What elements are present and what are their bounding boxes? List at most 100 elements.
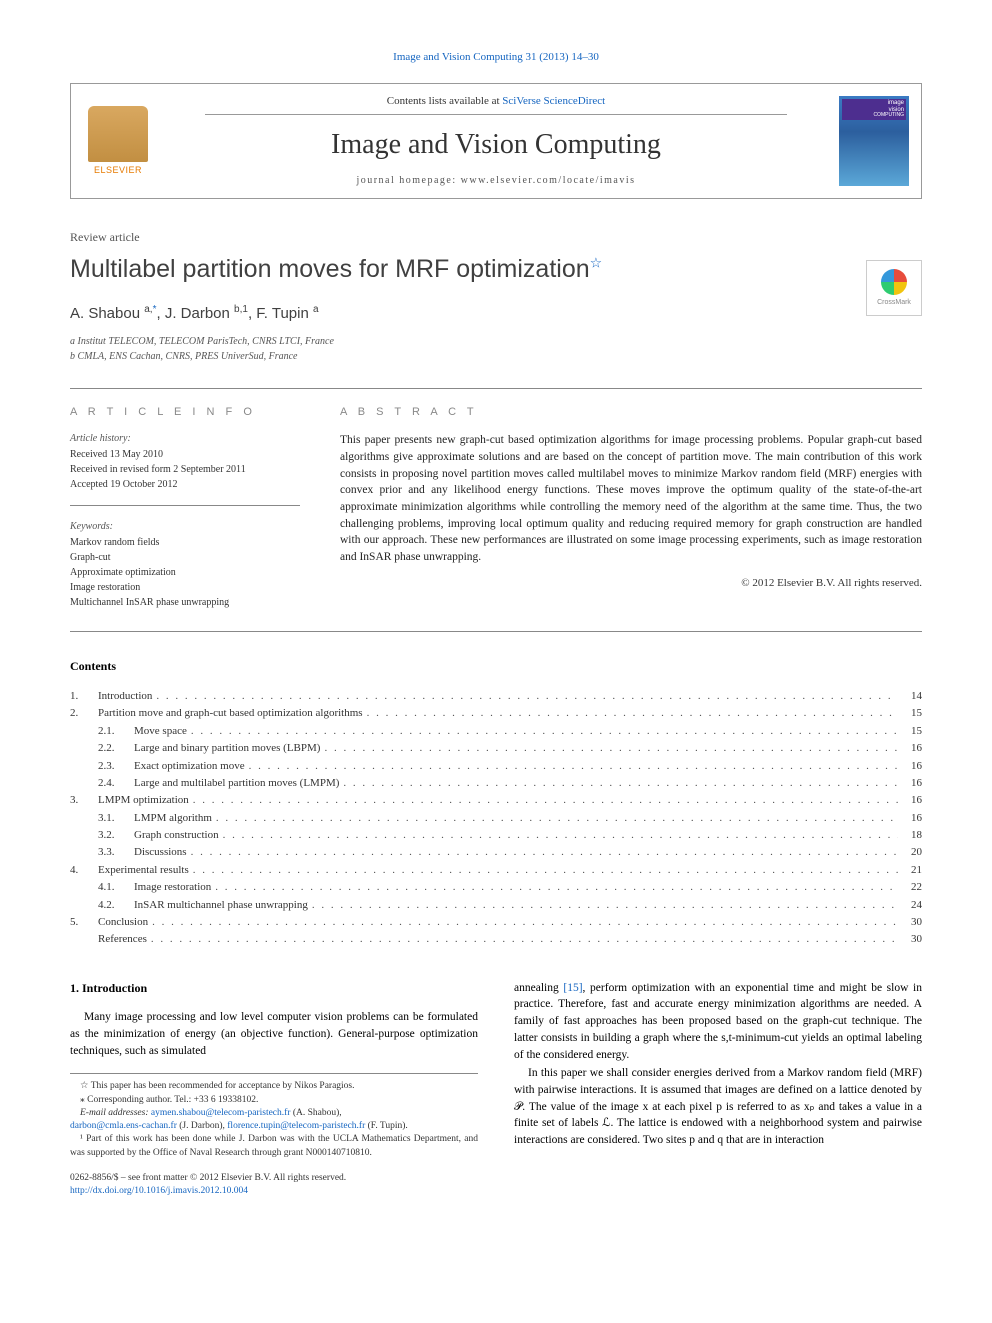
toc-row[interactable]: 2.2.Large and binary partition moves (LB… xyxy=(70,741,922,756)
crossmark-badge[interactable]: CrossMark xyxy=(866,260,922,316)
footnote-star: ☆ This paper has been recommended for ac… xyxy=(70,1080,478,1093)
toc-dots xyxy=(187,724,898,739)
keywords-block: Keywords: Markov random fields Graph-cut… xyxy=(70,520,300,610)
toc-num: 3. xyxy=(70,793,98,808)
toc-row[interactable]: 2.1.Move space15 xyxy=(70,724,922,739)
toc-row[interactable]: 3.1.LMPM algorithm16 xyxy=(70,811,922,826)
toc-dots xyxy=(187,845,898,860)
toc-dots xyxy=(211,880,898,895)
divider-mid xyxy=(70,631,922,632)
toc-dots xyxy=(189,793,898,808)
toc-label: Partition move and graph-cut based optim… xyxy=(98,706,363,721)
article-title-text: Multilabel partition moves for MRF optim… xyxy=(70,255,590,283)
toc-label: InSAR multichannel phase unwrapping xyxy=(134,898,308,913)
keyword-2: Approximate optimization xyxy=(70,566,300,580)
toc-row[interactable]: 3.LMPM optimization16 xyxy=(70,793,922,808)
toc-label: Graph construction xyxy=(134,828,219,843)
history-label: Article history: xyxy=(70,432,300,446)
email-link-3[interactable]: florence.tupin@telecom-paristech.fr xyxy=(227,1121,365,1131)
toc-label: References xyxy=(98,932,147,947)
toc-label: Exact optimization move xyxy=(134,759,245,774)
article-type: Review article xyxy=(70,229,922,246)
doi-link[interactable]: http://dx.doi.org/10.1016/j.imavis.2012.… xyxy=(70,1186,248,1196)
author-2: , J. Darbon xyxy=(156,305,234,322)
page: Image and Vision Computing 31 (2013) 14–… xyxy=(0,0,992,1239)
toc-row[interactable]: 1.Introduction14 xyxy=(70,689,922,704)
article-title: Multilabel partition moves for MRF optim… xyxy=(70,252,922,287)
toc-row[interactable]: 4.1.Image restoration22 xyxy=(70,880,922,895)
contents-available: Contents lists available at SciVerse Sci… xyxy=(165,94,827,109)
toc-num: 2.3. xyxy=(98,759,134,774)
toc-label: Large and binary partition moves (LBPM) xyxy=(134,741,320,756)
toc-num: 1. xyxy=(70,689,98,704)
toc-row[interactable]: 3.2.Graph construction18 xyxy=(70,828,922,843)
toc-num: 3.3. xyxy=(98,845,134,860)
sciencedirect-link[interactable]: SciVerse ScienceDirect xyxy=(502,95,605,107)
homepage-prefix: journal homepage: xyxy=(356,175,460,186)
toc-row[interactable]: 2.3.Exact optimization move 16 xyxy=(70,759,922,774)
journal-homepage: journal homepage: www.elsevier.com/locat… xyxy=(165,174,827,188)
toc-row[interactable]: 3.3.Discussions 20 xyxy=(70,845,922,860)
toc-dots xyxy=(212,811,898,826)
toc-row[interactable]: References30 xyxy=(70,932,922,947)
toc-dots xyxy=(219,828,898,843)
crossmark-icon xyxy=(881,269,907,295)
author-1-aff: a, xyxy=(144,304,152,315)
table-of-contents: 1.Introduction14 2.Partition move and gra… xyxy=(70,689,922,948)
email-link-1[interactable]: aymen.shabou@telecom-paristech.fr xyxy=(151,1108,291,1118)
intro-para-1: Many image processing and low level comp… xyxy=(70,1009,478,1059)
email-link-2[interactable]: darbon@cmla.ens-cachan.fr xyxy=(70,1121,177,1131)
elsevier-tree-icon xyxy=(88,106,148,162)
toc-dots xyxy=(363,706,898,721)
toc-page: 16 xyxy=(898,793,922,808)
toc-page: 16 xyxy=(898,741,922,756)
history-accepted: Accepted 19 October 2012 xyxy=(70,478,300,492)
abstract: A B S T R A C T This paper presents new … xyxy=(340,405,922,611)
contents-prefix: Contents lists available at xyxy=(387,95,502,107)
article-history-block: Article history: Received 13 May 2010 Re… xyxy=(70,432,300,506)
toc-page: 20 xyxy=(898,845,922,860)
journal-header-box: ELSEVIER Contents lists available at Sci… xyxy=(70,83,922,199)
toc-num: 2. xyxy=(70,706,98,721)
journal-reference: Image and Vision Computing 31 (2013) 14–… xyxy=(70,50,922,65)
toc-page: 16 xyxy=(898,759,922,774)
keywords-label: Keywords: xyxy=(70,520,300,534)
toc-row[interactable]: 4.Experimental results21 xyxy=(70,863,922,878)
info-abstract-row: A R T I C L E I N F O Article history: R… xyxy=(70,389,922,631)
toc-label: Move space xyxy=(134,724,187,739)
toc-row[interactable]: 2.Partition move and graph-cut based opt… xyxy=(70,706,922,721)
toc-label: Discussions xyxy=(134,845,187,860)
toc-page: 24 xyxy=(898,898,922,913)
column-right: annealing [15], perform optimization wit… xyxy=(514,980,922,1199)
crossmark-label: CrossMark xyxy=(877,298,911,308)
affiliations: a Institut TELECOM, TELECOM ParisTech, C… xyxy=(70,334,922,364)
section-1-heading: 1. Introduction xyxy=(70,980,478,997)
toc-row[interactable]: 5.Conclusion30 xyxy=(70,915,922,930)
history-received: Received 13 May 2010 xyxy=(70,448,300,462)
footer: 0262-8856/$ – see front matter © 2012 El… xyxy=(70,1172,478,1199)
toc-page: 21 xyxy=(898,863,922,878)
toc-dots xyxy=(308,898,898,913)
abstract-text: This paper presents new graph-cut based … xyxy=(340,432,922,565)
journal-cover-thumbnail: image vision COMPUTING xyxy=(839,96,909,186)
toc-num: 3.1. xyxy=(98,811,134,826)
toc-num: 4.1. xyxy=(98,880,134,895)
homepage-url: www.elsevier.com/locate/imavis xyxy=(461,175,636,186)
toc-num: 3.2. xyxy=(98,828,134,843)
toc-row[interactable]: 2.4.Large and multilabel partition moves… xyxy=(70,776,922,791)
journal-title: Image and Vision Computing xyxy=(165,125,827,164)
toc-page: 30 xyxy=(898,915,922,930)
toc-page: 14 xyxy=(898,689,922,704)
toc-row[interactable]: 4.2.InSAR multichannel phase unwrapping 2… xyxy=(70,898,922,913)
journal-reference-link[interactable]: Image and Vision Computing 31 (2013) 14–… xyxy=(393,51,599,63)
toc-dots xyxy=(147,932,898,947)
toc-num: 2.4. xyxy=(98,776,134,791)
toc-num: 4.2. xyxy=(98,898,134,913)
author-2-aff: b,1 xyxy=(234,304,248,315)
elsevier-logo: ELSEVIER xyxy=(83,102,153,180)
toc-num: 5. xyxy=(70,915,98,930)
ref-15-link[interactable]: [15] xyxy=(563,982,582,994)
toc-page: 16 xyxy=(898,811,922,826)
toc-dots xyxy=(320,741,898,756)
article-info-heading: A R T I C L E I N F O xyxy=(70,405,300,420)
